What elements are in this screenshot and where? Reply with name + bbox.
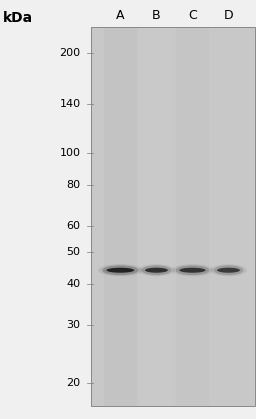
Polygon shape: [212, 27, 245, 406]
Text: kDa: kDa: [3, 11, 33, 25]
Ellipse shape: [179, 268, 206, 273]
Ellipse shape: [98, 264, 143, 276]
Text: A: A: [116, 9, 125, 22]
Text: 30: 30: [67, 320, 81, 330]
Ellipse shape: [210, 264, 247, 276]
Polygon shape: [104, 27, 137, 406]
Text: 80: 80: [67, 180, 81, 189]
Ellipse shape: [138, 264, 175, 276]
Text: 50: 50: [67, 247, 81, 257]
Text: 40: 40: [67, 279, 81, 289]
Text: 200: 200: [59, 48, 81, 58]
Ellipse shape: [175, 265, 209, 275]
Ellipse shape: [145, 268, 168, 273]
Text: D: D: [224, 9, 233, 22]
Polygon shape: [176, 27, 209, 406]
Ellipse shape: [102, 265, 138, 275]
Text: 140: 140: [59, 99, 81, 109]
Polygon shape: [91, 27, 255, 406]
Ellipse shape: [142, 265, 171, 275]
Ellipse shape: [172, 264, 214, 276]
Text: 60: 60: [67, 221, 81, 231]
Text: 100: 100: [60, 147, 81, 158]
Polygon shape: [140, 27, 173, 406]
Ellipse shape: [106, 268, 134, 273]
Text: B: B: [152, 9, 161, 22]
Text: C: C: [188, 9, 197, 22]
Ellipse shape: [214, 265, 243, 275]
Text: 20: 20: [67, 378, 81, 388]
Ellipse shape: [217, 268, 240, 273]
